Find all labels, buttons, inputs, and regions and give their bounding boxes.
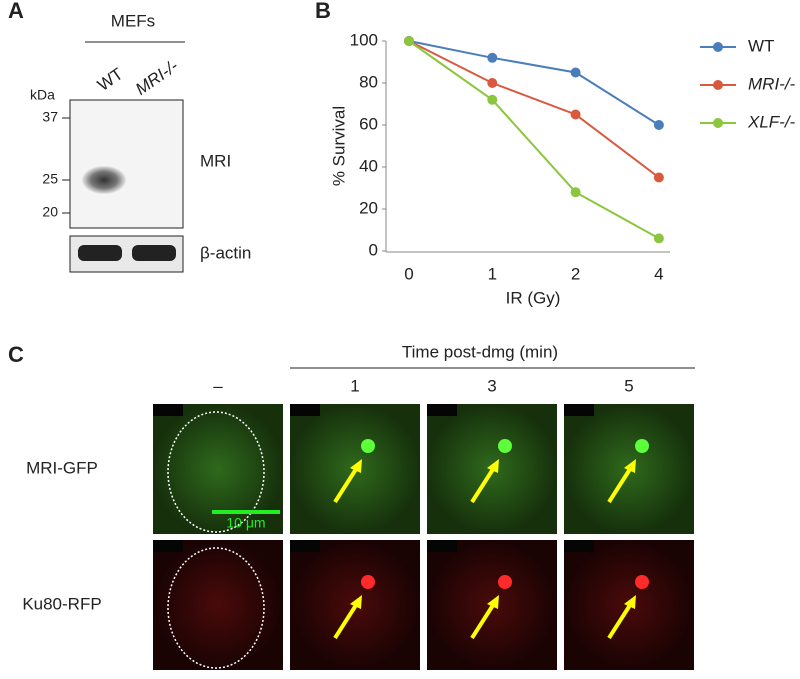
nucleus-outline xyxy=(167,411,265,533)
column-label: 3 xyxy=(487,376,496,395)
scale-bar-label: 10 μm xyxy=(226,515,265,531)
point xyxy=(404,36,414,46)
y-tick-label: 20 xyxy=(359,198,378,217)
point xyxy=(487,52,498,63)
column-label: – xyxy=(213,376,223,395)
arrowhead xyxy=(350,459,362,473)
background xyxy=(564,404,594,416)
arrowhead xyxy=(487,595,499,609)
y-axis-label: % Survival xyxy=(329,106,348,186)
band xyxy=(132,245,176,261)
damage-spot xyxy=(361,439,375,453)
background xyxy=(564,540,594,552)
point xyxy=(570,187,581,198)
micrograph xyxy=(153,540,283,670)
blot-label: β-actin xyxy=(200,243,251,262)
legend-label: WT xyxy=(748,36,774,55)
legend-marker xyxy=(713,118,723,128)
marker-label: 37 xyxy=(42,109,58,125)
x-tick-label: 2 xyxy=(571,264,580,283)
arrow xyxy=(333,600,360,640)
series-line xyxy=(408,40,660,240)
x-axis-label: IR (Gy) xyxy=(506,288,561,307)
y-tick-label: 100 xyxy=(350,30,378,49)
unit-label: kDa xyxy=(30,87,55,103)
arrow xyxy=(470,600,497,640)
lane-label: WT xyxy=(94,64,127,95)
y-tick-label: 0 xyxy=(369,240,378,259)
y-tick-label: 40 xyxy=(359,156,378,175)
nucleus-outline xyxy=(167,547,265,669)
arrowhead xyxy=(350,595,362,609)
marker-label: 25 xyxy=(42,171,58,187)
background xyxy=(427,404,457,416)
background xyxy=(290,540,320,552)
legend-label: XLF-/- xyxy=(747,112,796,131)
damage-spot xyxy=(498,575,512,589)
arrow xyxy=(470,464,497,504)
arrowhead xyxy=(487,459,499,473)
blot-label: MRI xyxy=(200,151,231,170)
y-tick-label: 60 xyxy=(359,114,378,133)
column-label: 1 xyxy=(350,376,359,395)
y-tick-label: 80 xyxy=(359,72,378,91)
column-label: 5 xyxy=(624,376,633,395)
background xyxy=(427,540,457,552)
series-line xyxy=(408,40,660,126)
panel-label: A xyxy=(8,0,24,23)
blot-header: MEFs xyxy=(111,11,155,30)
damage-spot xyxy=(635,439,649,453)
row-label: Ku80-RFP xyxy=(22,594,101,613)
point xyxy=(570,67,581,78)
lane-label: MRI-/- xyxy=(132,56,182,99)
legend-marker xyxy=(713,42,723,52)
legend-marker xyxy=(713,80,723,90)
arrowhead xyxy=(624,595,636,609)
background xyxy=(153,404,183,416)
damage-spot xyxy=(635,575,649,589)
point xyxy=(487,94,498,105)
point xyxy=(653,233,664,244)
row-label: MRI-GFP xyxy=(26,458,98,477)
band xyxy=(82,166,126,194)
point xyxy=(653,120,664,130)
background xyxy=(153,540,183,552)
blot xyxy=(69,99,184,229)
legend-label: MRI-/- xyxy=(748,74,796,93)
arrowhead xyxy=(624,459,636,473)
band xyxy=(78,245,122,261)
point xyxy=(653,172,664,183)
damage-spot xyxy=(498,439,512,453)
panel-label: C xyxy=(8,342,24,367)
marker-label: 20 xyxy=(42,204,58,220)
x-tick-label: 1 xyxy=(488,264,497,283)
background xyxy=(290,404,320,416)
damage-spot xyxy=(361,575,375,589)
point xyxy=(570,109,581,120)
arrow xyxy=(607,464,634,504)
arrow xyxy=(333,464,360,504)
series-line xyxy=(408,40,660,179)
x-tick-label: 0 xyxy=(404,264,413,283)
x-tick-label: 4 xyxy=(654,264,663,283)
time-header: Time post-dmg (min) xyxy=(402,342,558,361)
arrow xyxy=(607,600,634,640)
panel-label: B xyxy=(315,0,331,23)
point xyxy=(487,78,498,88)
